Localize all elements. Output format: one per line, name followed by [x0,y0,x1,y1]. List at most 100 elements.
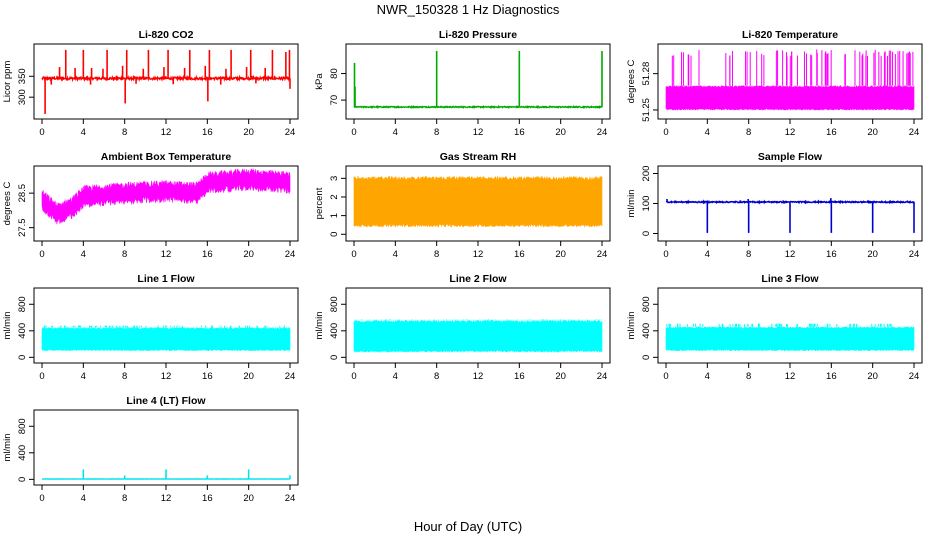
data-series [665,323,915,352]
chart-panel: Line 4 (LT) Flow ml/min 0 4 8 12 16 20 24 0 400 800 [2,395,299,504]
panel-title: Sample Flow [758,151,823,163]
x-tick-label: 12 [161,371,172,382]
panel-title: Line 1 Flow [137,273,195,285]
x-tick-label: 0 [663,127,668,138]
panel-y-axis-label: ml/min [314,312,325,340]
y-tick-label: 3 [329,176,340,181]
x-tick-label: 24 [597,127,608,138]
x-tick-label: 24 [909,249,920,260]
y-tick-label: 400 [17,323,28,339]
series-band [665,325,915,352]
chart-panel: Line 1 Flow ml/min 0 4 8 12 16 20 24 0 400 800 [2,273,299,382]
x-tick-label: 0 [351,127,356,138]
data-series [42,469,291,480]
x-tick-label: 8 [746,371,751,382]
x-tick-label: 12 [473,249,484,260]
y-tick-label: 0 [17,477,28,482]
y-tick-label: 800 [17,296,28,312]
panel-y-axis-label: ml/min [2,434,13,462]
panel-title: Line 2 Flow [449,273,507,285]
x-tick-label: 8 [434,371,439,382]
y-tick-label: 2 [329,194,340,199]
x-tick-label: 20 [555,249,566,260]
x-tick-label: 16 [202,371,213,382]
x-tick-label: 24 [909,371,920,382]
x-tick-label: 4 [81,493,86,504]
chart-panel: Li-820 CO2 Licor ppm 0 4 8 12 16 20 24 300 350 [2,29,299,138]
panel-y-axis-label: kPa [314,73,325,90]
x-tick-label: 8 [434,127,439,138]
x-tick-label: 8 [746,249,751,260]
panel-title: Li-820 Pressure [439,29,517,41]
panel-y-axis-label: Licor ppm [2,61,13,103]
data-series [41,325,291,352]
series-band [41,168,291,225]
chart-panel: Line 3 Flow ml/min 0 4 8 12 16 20 24 0 400 800 [626,273,923,382]
x-tick-label: 16 [514,249,525,260]
x-tick-label: 12 [785,371,796,382]
x-tick-label: 0 [663,249,668,260]
x-tick-label: 24 [285,493,296,504]
x-tick-label: 16 [826,371,837,382]
panel-y-axis-label: ml/min [626,190,637,218]
figure-title: NWR_150328 1 Hz Diagnostics [377,2,560,17]
chart-panel: Line 2 Flow ml/min 0 4 8 12 16 20 24 0 400 800 [314,273,611,382]
data-series [666,198,915,233]
plot-frame [33,287,299,364]
y-tick-label: 200 [641,166,652,182]
series-band [353,319,603,354]
panel-y-axis-label: percent [314,187,325,219]
x-tick-label: 20 [243,371,254,382]
x-tick-label: 8 [746,127,751,138]
x-tick-label: 0 [351,371,356,382]
x-tick-label: 12 [473,371,484,382]
series-band [353,175,603,228]
y-tick-label: 0 [641,355,652,360]
plot-frame [33,43,299,120]
data-series [41,49,291,114]
data-series [41,168,291,225]
panel-y-axis-label: degrees C [626,59,637,103]
x-tick-label: 0 [351,249,356,260]
series-line [353,104,603,110]
x-tick-label: 24 [285,371,296,382]
x-tick-label: 20 [867,127,878,138]
panel-title: Line 4 (LT) Flow [126,395,206,407]
x-tick-label: 0 [39,249,44,260]
panel-title: Gas Stream RH [440,151,516,163]
data-series [353,50,603,110]
y-tick-label: 28.5 [17,184,28,203]
y-tick-label: 800 [641,296,652,312]
y-tick-label: 70 [329,95,340,106]
y-tick-label: 0 [329,355,340,360]
series-line [41,74,291,83]
x-tick-label: 24 [597,371,608,382]
x-tick-label: 20 [243,493,254,504]
x-tick-label: 16 [202,127,213,138]
y-tick-label: 51.25 [641,98,652,122]
x-tick-label: 12 [161,493,172,504]
panel-y-axis-label: ml/min [626,312,637,340]
x-tick-label: 4 [393,249,398,260]
x-tick-label: 0 [663,371,668,382]
x-tick-label: 20 [555,371,566,382]
x-tick-label: 20 [243,249,254,260]
y-tick-label: 350 [17,68,28,84]
y-tick-label: 800 [329,296,340,312]
x-tick-label: 8 [434,249,439,260]
chart-panel: Li-820 Temperature degrees C 0 4 8 12 16 20 24 51… [626,29,923,138]
y-tick-label: 400 [17,445,28,461]
panel-title: Line 3 Flow [761,273,819,285]
x-tick-label: 20 [243,127,254,138]
x-tick-label: 0 [39,127,44,138]
y-tick-label: 0 [641,231,652,236]
y-tick-label: 51.28 [641,62,652,86]
x-tick-label: 20 [867,371,878,382]
panel-title: Li-820 Temperature [742,29,838,41]
y-tick-label: 400 [641,323,652,339]
panel-title: Ambient Box Temperature [101,151,232,163]
x-tick-label: 12 [161,249,172,260]
x-tick-label: 16 [514,371,525,382]
x-tick-label: 4 [81,371,86,382]
